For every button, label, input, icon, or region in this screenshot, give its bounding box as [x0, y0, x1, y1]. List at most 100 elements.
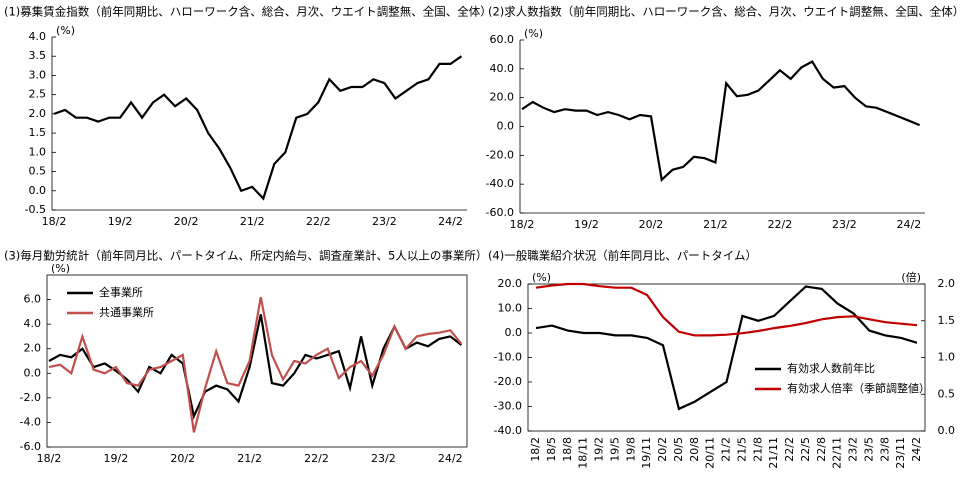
x-tick-label: 21/2 [720, 437, 733, 462]
x-tick-label: 20/2 [174, 215, 199, 228]
legend-label: 有効求人倍率（季節調整値） [787, 381, 930, 395]
x-tick-label: 24/2 [438, 452, 463, 465]
x-tick-label: 20/11 [704, 437, 717, 469]
y-tick-label: 6.0 [24, 293, 42, 306]
y-tick-label: 0.0 [24, 366, 42, 379]
x-tick-label: 21/2 [240, 215, 265, 228]
x-tick-label: 23/8 [878, 437, 891, 462]
x-tick-label: 19/2 [593, 437, 606, 462]
x-tick-label: 22/8 [815, 437, 828, 462]
legend-label: 有効求人数前年比 [787, 361, 875, 375]
y-tick-label: 2.5 [29, 88, 47, 101]
y-unit: (%) [532, 271, 551, 284]
x-tick-label: 22/2 [768, 218, 793, 231]
x-tick-label: 23/2 [847, 437, 860, 462]
series-line [48, 296, 463, 433]
x-tick-label: 21/11 [767, 437, 780, 469]
x-tick-label: 21/2 [703, 218, 728, 231]
y-tick-label: 40.0 [490, 62, 515, 75]
y-tick-label: -6.0 [20, 440, 41, 453]
y-tick-label: -2.0 [20, 391, 41, 404]
x-tick-label: 18/5 [545, 437, 558, 462]
x-tick-label: 21/5 [735, 437, 748, 462]
x-tick-label: 20/2 [170, 452, 195, 465]
x-tick-label: 23/2 [372, 215, 397, 228]
x-tick-label: 22/11 [831, 437, 844, 469]
series-line [53, 55, 463, 201]
x-tick-label: 20/2 [656, 437, 669, 462]
y-tick-label: -10.0 [494, 351, 522, 364]
y-tick-label: 60.0 [490, 33, 515, 46]
x-tick-label: 23/11 [894, 437, 907, 469]
chart-title: (4)一般職業紹介状況（前年同月比、パートタイム） [488, 249, 757, 263]
x-tick-label: 24/2 [897, 218, 922, 231]
y-tick-label: -4.0 [20, 415, 41, 428]
y-tick-label: -30.0 [494, 400, 522, 413]
x-tick-label: 18/11 [577, 437, 590, 469]
x-tick-label: 23/5 [862, 437, 875, 462]
x-tick-label: 19/2 [104, 452, 129, 465]
x-tick-label: 22/2 [304, 452, 329, 465]
y2-tick-label: 0.5 [938, 387, 956, 400]
x-tick-label: 19/11 [640, 437, 653, 469]
y-tick-label: -20.0 [494, 375, 522, 388]
y-tick-label: 4.0 [29, 30, 47, 43]
y2-tick-label: 2.0 [938, 277, 956, 290]
x-tick-label: 20/5 [672, 437, 685, 462]
x-tick-label: 20/8 [688, 437, 701, 462]
x-tick-label: 19/2 [574, 218, 599, 231]
legend-label: 共通事業所 [99, 306, 154, 319]
y-tick-label: 0.5 [29, 165, 47, 178]
x-tick-label: 21/8 [751, 437, 764, 462]
chart-title: (2)求人数指数（前年同期比、ハローワーク含、総合、月次、ウエイト調整無、全国、… [488, 5, 964, 19]
x-tick-label: 19/8 [624, 437, 637, 462]
y2-tick-label: 1.0 [938, 351, 956, 364]
y-tick-label: 20.0 [498, 277, 523, 290]
x-tick-label: 18/2 [529, 437, 542, 462]
y-tick-label: 10.0 [498, 302, 523, 315]
plot-frame [46, 274, 468, 448]
x-tick-label: 18/2 [37, 452, 62, 465]
y-tick-label: 3.5 [29, 49, 47, 62]
plot-frame [527, 283, 926, 432]
y-tick-label: 3.0 [29, 68, 47, 81]
y-tick-label: -40.0 [494, 424, 522, 437]
y-tick-label: -20.0 [486, 148, 514, 161]
x-tick-label: 22/2 [783, 437, 796, 462]
y-tick-label: 1.0 [29, 145, 47, 158]
y2-unit: (倍) [901, 270, 921, 284]
y-tick-label: 20.0 [490, 91, 515, 104]
x-tick-label: 21/2 [237, 452, 262, 465]
chart-title: (1)募集賃金指数（前年同期比、ハローワーク含、総合、月次、ウエイト調整無、全国… [4, 5, 492, 19]
series-line [535, 285, 918, 411]
x-tick-label: 22/5 [799, 437, 812, 462]
y-tick-label: 2.0 [24, 342, 42, 355]
y2-tick-label: 0.0 [938, 424, 956, 437]
y-unit: (%) [56, 24, 75, 37]
y-unit: (%) [51, 262, 70, 275]
x-tick-label: 18/2 [42, 215, 67, 228]
y-tick-label: 0.0 [497, 120, 515, 133]
y-tick-label: 0.0 [29, 184, 47, 197]
y-tick-label: -40.0 [486, 177, 514, 190]
x-tick-label: 22/2 [306, 215, 331, 228]
x-tick-label: 18/8 [561, 437, 574, 462]
x-tick-label: 23/2 [832, 218, 857, 231]
x-tick-label: 19/5 [608, 437, 621, 462]
y-tick-label: -0.5 [25, 203, 46, 216]
y2-tick-label: 1.5 [938, 314, 956, 327]
y-tick-label: 2.0 [29, 107, 47, 120]
y-tick-label: -60.0 [486, 206, 514, 219]
y-tick-label: 0.0 [505, 326, 523, 339]
series-line [521, 60, 921, 182]
y-tick-label: 1.5 [29, 126, 47, 139]
legend-label: 全事業所 [99, 285, 143, 299]
chart-title: (3)毎月勤労統計（前年同月比、パートタイム、所定内給与、調査産業計、5人以上の… [4, 249, 487, 263]
x-tick-label: 23/2 [371, 452, 396, 465]
x-tick-label: 24/2 [438, 215, 463, 228]
y-unit: (%) [524, 27, 543, 40]
x-tick-label: 19/2 [108, 215, 133, 228]
x-tick-label: 24/2 [910, 437, 923, 462]
x-tick-label: 18/2 [510, 218, 535, 231]
